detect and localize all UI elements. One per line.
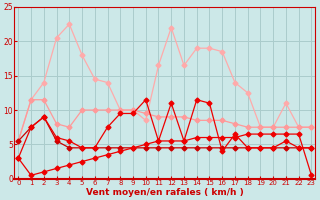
X-axis label: Vent moyen/en rafales ( km/h ): Vent moyen/en rafales ( km/h ): [86, 188, 244, 197]
